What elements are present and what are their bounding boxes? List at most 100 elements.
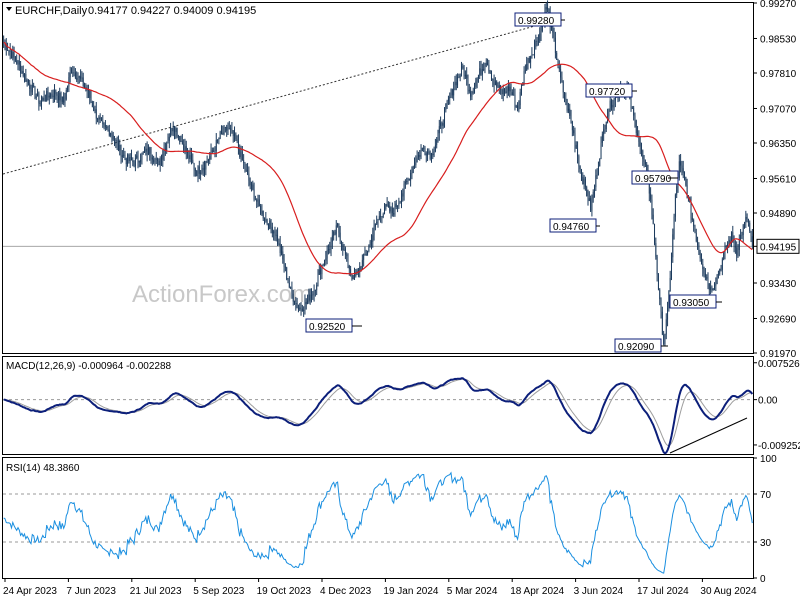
ohlc-values: 0.94177 0.94227 0.94009 0.94195 <box>88 5 256 17</box>
candle-body <box>307 300 309 305</box>
candle-body <box>101 119 102 121</box>
candle-body <box>433 151 435 156</box>
candle-body <box>153 159 155 163</box>
candle-body <box>44 100 46 102</box>
candle-body <box>41 100 42 104</box>
candle-body <box>404 182 406 184</box>
candle-body <box>651 199 653 215</box>
candle-body <box>667 308 669 320</box>
candle-body <box>155 158 157 160</box>
candle-body <box>52 95 54 98</box>
candle-body <box>318 269 320 275</box>
candle-body <box>745 216 747 223</box>
candle-body <box>597 166 599 175</box>
x-tick-label: 4 Dec 2023 <box>320 586 372 597</box>
candle-body <box>548 9 550 14</box>
candle-body <box>305 301 307 305</box>
candle-body <box>468 89 470 92</box>
candle-body <box>260 206 262 214</box>
candle-body <box>605 121 607 130</box>
candle-body <box>672 234 674 258</box>
candle-body <box>134 157 136 167</box>
macd-trend-line <box>669 417 748 454</box>
candle-body <box>423 147 425 149</box>
candle-body <box>286 267 288 280</box>
candle-body <box>219 131 221 139</box>
x-tick-label: 21 Jul 2023 <box>130 586 182 597</box>
candle-body <box>257 199 259 202</box>
candle-body <box>655 242 657 257</box>
candle-body <box>63 96 65 103</box>
candle-body <box>502 89 504 95</box>
candle-body <box>750 230 752 237</box>
candle-body <box>556 52 558 60</box>
candle-body <box>74 72 76 78</box>
candle-body <box>429 153 431 160</box>
candle-body <box>425 153 427 156</box>
collapse-arrow-icon[interactable] <box>6 7 12 11</box>
candle-body <box>571 121 573 131</box>
candle-body <box>16 60 18 64</box>
candle-body <box>357 270 359 273</box>
candle-body <box>288 282 290 288</box>
candle-body <box>678 161 680 178</box>
candle-body <box>158 160 160 166</box>
candle-body <box>262 210 264 219</box>
candle-body <box>81 77 83 79</box>
callout-value: 0.92090 <box>618 342 655 353</box>
candle-body <box>108 129 110 136</box>
candle-body <box>223 127 225 134</box>
candle-body <box>266 219 268 225</box>
candle-body <box>518 105 520 111</box>
candle-body <box>252 184 254 190</box>
candle-body <box>547 7 549 10</box>
candle-body <box>410 172 412 181</box>
candle-body <box>273 231 275 234</box>
candle-body <box>283 259 285 267</box>
candle-body <box>643 158 645 162</box>
candle-body <box>274 231 276 236</box>
candle-body <box>167 141 169 144</box>
candle-body <box>316 285 318 291</box>
candle-body <box>365 254 367 256</box>
price-trend-line <box>2 18 561 175</box>
price-tick-label: 0.95610 <box>760 174 797 185</box>
candle-body <box>72 72 74 74</box>
candle-body <box>166 143 168 150</box>
candle-body <box>331 235 333 242</box>
candle-body <box>637 133 639 138</box>
price-tick-label: 0.93430 <box>760 279 797 290</box>
candle-body <box>299 307 301 310</box>
candle-body <box>117 142 119 151</box>
candle-body <box>124 154 126 159</box>
candle-body <box>106 126 108 129</box>
macd-pane[interactable] <box>2 356 754 455</box>
candle-body <box>668 291 670 309</box>
candle-body <box>514 94 516 107</box>
candle-body <box>93 107 95 112</box>
candle-body <box>424 147 426 154</box>
candle-body <box>376 221 378 224</box>
candle-body <box>680 161 682 166</box>
candle-body <box>215 139 217 152</box>
candle-body <box>484 65 486 70</box>
candle-body <box>5 43 7 51</box>
candle-body <box>506 86 508 93</box>
candle-body <box>67 86 69 90</box>
candle-body <box>344 248 346 255</box>
candle-body <box>317 274 319 286</box>
candle-body <box>145 148 147 152</box>
candle-body <box>132 160 134 163</box>
candle-body <box>427 151 429 156</box>
candle-body <box>34 86 36 98</box>
candle-body <box>744 222 745 226</box>
rsi-pane[interactable] <box>2 457 754 579</box>
candle-body <box>141 152 143 160</box>
candle-body <box>71 72 72 74</box>
price-tick-label: 0.97070 <box>760 104 797 115</box>
candle-body <box>164 148 166 150</box>
candle-body <box>347 254 349 267</box>
candle-body <box>553 32 555 38</box>
candle-body <box>406 180 408 183</box>
candle-body <box>142 152 144 153</box>
